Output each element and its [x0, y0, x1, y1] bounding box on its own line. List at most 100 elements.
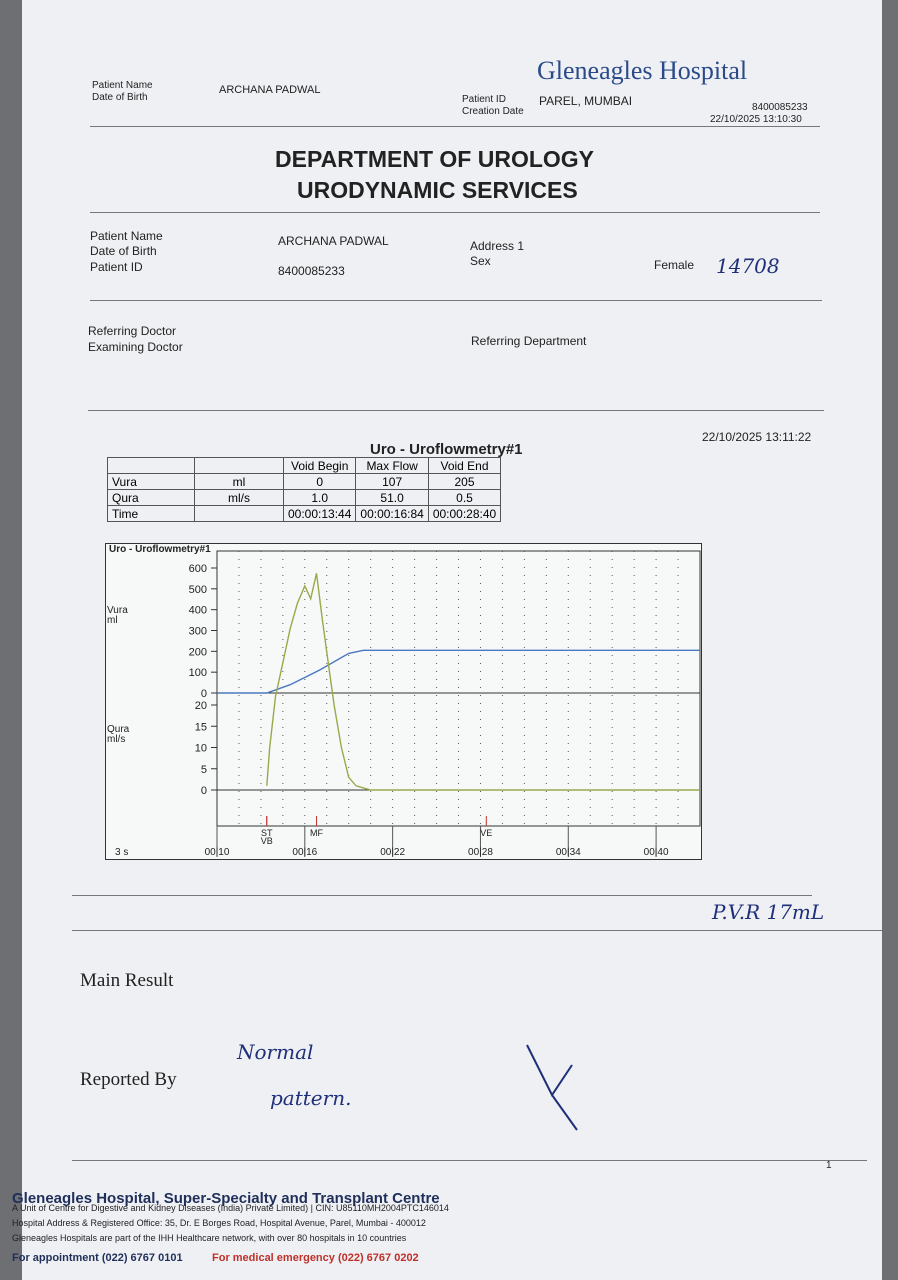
y-tick-label: 20: [195, 700, 207, 712]
report-date: 22/10/2025 13:11:22: [702, 430, 812, 444]
results-table: Void Begin Max Flow Void End Vura ml 0 107 205 Q…: [107, 457, 502, 522]
y-tick-label: 0: [201, 688, 207, 700]
table-cell: 0.5: [427, 489, 502, 506]
signature: [526, 1044, 578, 1131]
rule: [88, 410, 824, 411]
table-cell: Vura: [107, 473, 195, 490]
x-tick-label: 00|16: [292, 847, 317, 858]
table-cell: 00:00:16:84: [355, 505, 429, 522]
table-cell: Void Begin: [282, 457, 357, 474]
test-title: Uro - Uroflowmetry#1: [370, 441, 523, 458]
label: Address 1: [470, 239, 525, 253]
marker-label: VB: [261, 836, 273, 846]
table-cell: ml: [194, 473, 284, 490]
axis-label: ml/s: [107, 734, 125, 745]
table-cell: 1.0: [282, 489, 357, 506]
label: Patient ID: [462, 94, 506, 105]
value: 8400085233: [278, 264, 345, 278]
x-tick-label: 00|28: [468, 847, 493, 858]
x-tick-label: 00|22: [380, 847, 405, 858]
rule: [90, 300, 822, 301]
table-cell: [194, 505, 284, 522]
time-scale: 3 s: [115, 847, 128, 858]
label: Referring Doctor: [88, 324, 177, 338]
y-tick-label: 500: [189, 584, 207, 596]
marker-label: VE: [480, 828, 492, 838]
label: Examining Doctor: [88, 340, 183, 354]
value: ARCHANA PADWAL: [278, 234, 389, 248]
footer-line: Hospital Address & Registered Office: 35…: [12, 1218, 426, 1228]
title: URODYNAMIC SERVICES: [297, 177, 578, 203]
table-cell: [107, 457, 195, 474]
y-tick-label: 5: [201, 764, 207, 776]
y-tick-label: 600: [189, 563, 207, 575]
table-row: Vura ml 0 107 205: [107, 473, 502, 490]
emergency: For medical emergency (022) 6767 0202: [212, 1252, 419, 1264]
label: Reported By: [80, 1069, 177, 1090]
location: PAREL, MUMBAI: [539, 94, 633, 108]
table-cell: Qura: [107, 489, 195, 506]
handwriting: pattern.: [270, 1086, 352, 1110]
label: Patient ID: [90, 260, 143, 274]
label: Date of Birth: [90, 244, 157, 258]
table-cell: 0: [282, 473, 357, 490]
value: 8400085233: [752, 102, 808, 113]
rule: [90, 126, 820, 127]
plot-area: [216, 550, 701, 827]
x-tick-label: 00|40: [644, 847, 669, 858]
curve: [266, 573, 700, 791]
table-row: Time 00:00:13:44 00:00:16:84 00:00:28:40: [107, 505, 502, 522]
uroflow-graph: Uro - Uroflowmetry#1VuramlQuraml/s010020…: [105, 543, 702, 860]
table-cell: 107: [355, 473, 429, 490]
table-row: Void Begin Max Flow Void End: [107, 457, 502, 474]
rule: [72, 930, 882, 931]
label: Patient Name: [92, 80, 153, 91]
y-tick-label: 200: [189, 646, 207, 658]
handwriting: Normal: [237, 1040, 314, 1064]
table-row: Qura ml/s 1.0 51.0 0.5: [107, 489, 502, 506]
axis-label: Qura: [107, 724, 130, 735]
table-cell: [194, 457, 284, 474]
y-tick-label: 10: [195, 743, 207, 755]
axis-label: Vura: [107, 605, 128, 616]
page-number: 1: [826, 1160, 832, 1171]
rule: [90, 212, 820, 213]
handwriting: 14708: [716, 254, 780, 278]
label: Main Result: [80, 970, 174, 991]
x-tick-label: 00|10: [205, 847, 230, 858]
footer-title: Gleneagles Hospital, Super-Specialty and…: [12, 1190, 440, 1207]
marker-label: MF: [310, 828, 323, 838]
footer-line: Gleneagles Hospitals are part of the IHH…: [12, 1233, 407, 1243]
table-cell: 205: [427, 473, 502, 490]
value: ARCHANA PADWAL: [219, 84, 321, 96]
marker-label: ST: [261, 828, 273, 838]
document: Patient Name Date of Birth ARCHANA PADWA…: [12, 0, 882, 1280]
table-cell: 00:00:13:44: [282, 505, 357, 522]
table-cell: 00:00:28:40: [427, 505, 502, 522]
curve: [217, 649, 700, 694]
y-tick-label: 100: [189, 667, 207, 679]
graph-title: Uro - Uroflowmetry#1: [109, 544, 211, 555]
label: Sex: [470, 254, 491, 268]
title: DEPARTMENT OF UROLOGY: [275, 146, 595, 172]
label: Creation Date: [462, 106, 524, 117]
footer-line: A Unit of Centre for Digestive and Kidne…: [12, 1203, 449, 1213]
value: Female: [654, 258, 695, 272]
table-cell: ml/s: [194, 489, 284, 506]
handwriting: P.V.R 17mL: [712, 900, 825, 924]
label: Patient Name: [90, 229, 163, 243]
y-tick-label: 0: [201, 785, 207, 797]
x-tick-label: 00|34: [556, 847, 581, 858]
label: Referring Department: [471, 334, 587, 348]
y-tick-label: 300: [189, 626, 207, 638]
axis-label: ml: [107, 615, 118, 626]
appointment: For appointment (022) 6767 0101: [12, 1252, 183, 1264]
label: Date of Birth: [92, 92, 148, 103]
table-cell: Void End: [427, 457, 502, 474]
y-tick-label: 15: [195, 721, 207, 733]
table-cell: Max Flow: [355, 457, 429, 474]
frame: [105, 543, 702, 860]
hospital-name: Gleneagles Hospital: [537, 56, 748, 85]
rule: [72, 895, 812, 896]
table-cell: Time: [107, 505, 195, 522]
